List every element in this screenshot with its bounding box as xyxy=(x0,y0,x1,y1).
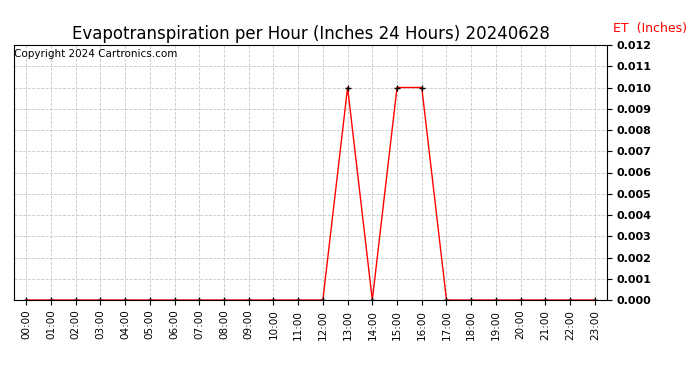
Title: Evapotranspiration per Hour (Inches 24 Hours) 20240628: Evapotranspiration per Hour (Inches 24 H… xyxy=(72,26,549,44)
Text: Copyright 2024 Cartronics.com: Copyright 2024 Cartronics.com xyxy=(14,49,177,59)
Text: ET  (Inches): ET (Inches) xyxy=(613,22,687,35)
